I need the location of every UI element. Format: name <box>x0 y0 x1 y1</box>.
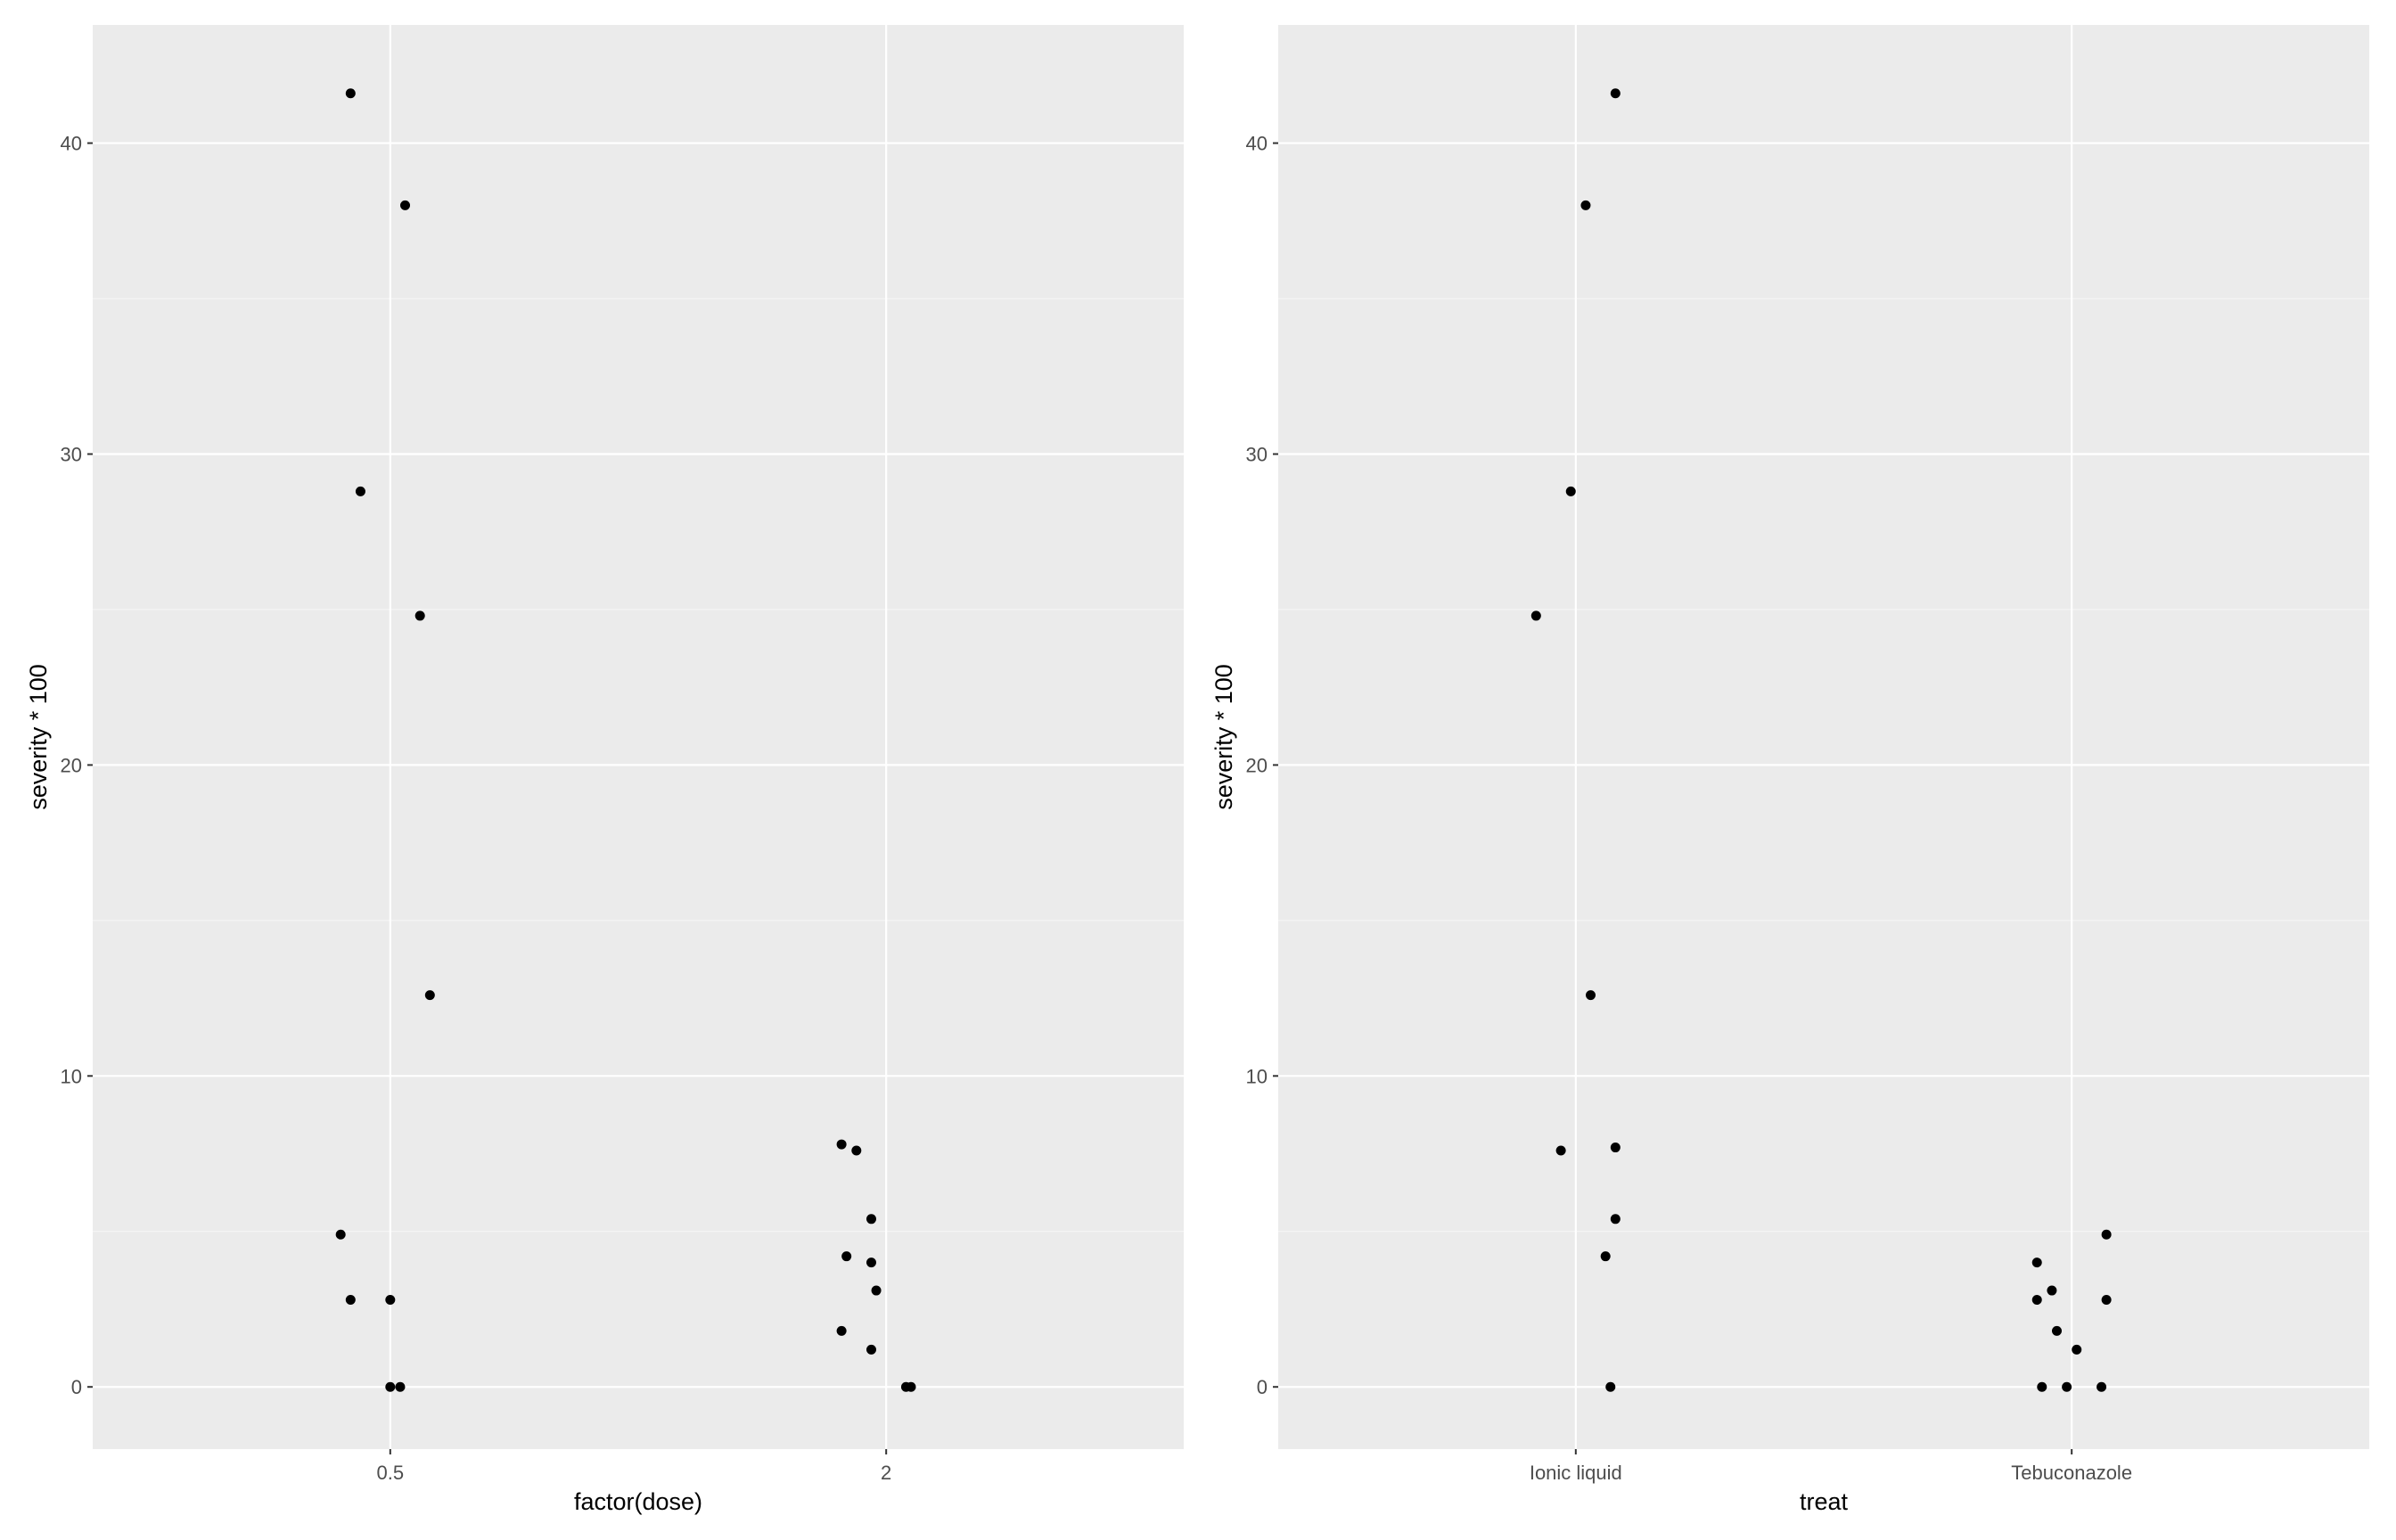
data-point <box>355 486 365 496</box>
data-point <box>866 1344 876 1355</box>
data-point <box>2072 1344 2082 1355</box>
y-tick-label: 0 <box>71 1376 82 1398</box>
data-point <box>2062 1381 2072 1392</box>
y-tick-label: 20 <box>61 754 82 776</box>
data-point <box>385 1295 396 1306</box>
data-point <box>1610 1214 1621 1225</box>
y-tick-label: 30 <box>61 443 82 465</box>
data-point <box>2037 1381 2047 1392</box>
data-point <box>866 1257 876 1268</box>
y-axis-title: severity * 100 <box>25 664 52 810</box>
x-axis-title: factor(dose) <box>574 1488 702 1515</box>
data-point <box>836 1325 847 1336</box>
x-tick-label: 2 <box>881 1462 891 1484</box>
x-tick-label: Ionic liquid <box>1530 1462 1622 1484</box>
data-point <box>1565 486 1576 496</box>
data-point <box>841 1251 852 1262</box>
y-axis-title: severity * 100 <box>1210 664 1237 810</box>
data-point <box>335 1229 346 1240</box>
plot-panel-treat: 0 10 20 30 40 Ionic liquid Tebuconazole severi… <box>1210 25 2369 1515</box>
y-tick-label: 10 <box>61 1065 82 1087</box>
data-point <box>2031 1257 2042 1268</box>
x-tick-label: 0.5 <box>377 1462 405 1484</box>
data-point <box>866 1214 876 1225</box>
data-point <box>345 1295 356 1306</box>
data-point <box>906 1381 916 1392</box>
y-tick-label: 40 <box>1246 133 1268 155</box>
data-point <box>1555 1145 1566 1156</box>
data-point <box>2096 1381 2107 1392</box>
y-tick-label: 40 <box>61 133 82 155</box>
data-point <box>2051 1325 2062 1336</box>
data-point <box>2101 1229 2112 1240</box>
data-point <box>851 1145 862 1156</box>
data-point <box>2101 1295 2112 1306</box>
data-point <box>385 1381 396 1392</box>
plot-panel-dose: 0 10 20 30 40 0.5 2 severity * 100 factor(dose… <box>25 25 1184 1515</box>
data-point <box>424 990 435 1001</box>
y-tick-label: 20 <box>1246 754 1268 776</box>
y-tick-label: 10 <box>1246 1065 1268 1087</box>
data-point <box>395 1381 406 1392</box>
data-point <box>1580 200 1591 210</box>
data-point <box>1610 1143 1621 1153</box>
x-axis-title: treat <box>1800 1488 1849 1515</box>
data-point <box>414 610 425 621</box>
data-point <box>1610 88 1621 99</box>
data-point <box>345 88 356 99</box>
data-point <box>836 1139 847 1150</box>
data-point <box>400 200 411 210</box>
y-tick-label: 0 <box>1257 1376 1268 1398</box>
panel-background <box>93 25 1184 1449</box>
data-point <box>1600 1251 1611 1262</box>
y-tick-label: 30 <box>1246 443 1268 465</box>
data-point <box>1530 610 1541 621</box>
data-point <box>2047 1285 2057 1296</box>
data-point <box>871 1285 882 1296</box>
data-point <box>1605 1381 1616 1392</box>
x-tick-label: Tebuconazole <box>2011 1462 2132 1484</box>
data-point <box>2031 1295 2042 1306</box>
data-point <box>1586 990 1596 1001</box>
panel-background <box>1278 25 2369 1449</box>
